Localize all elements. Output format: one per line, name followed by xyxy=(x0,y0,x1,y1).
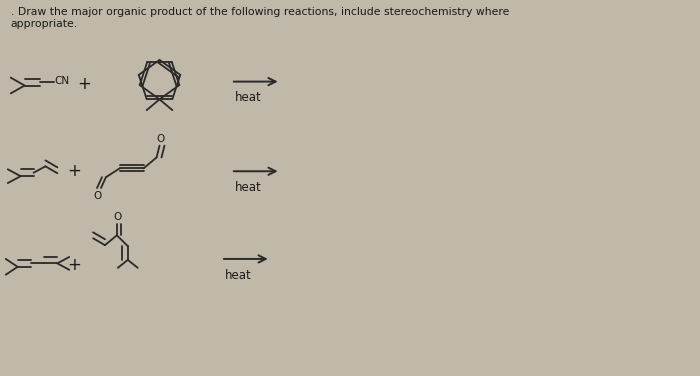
Text: +: + xyxy=(77,74,91,92)
Text: heat: heat xyxy=(234,181,261,194)
Text: heat: heat xyxy=(225,269,251,282)
Text: CN: CN xyxy=(55,76,69,86)
Text: +: + xyxy=(67,256,81,274)
Text: appropriate.: appropriate. xyxy=(10,18,78,29)
Text: O: O xyxy=(93,191,101,201)
Text: . Draw the major organic product of the following reactions, include stereochemi: . Draw the major organic product of the … xyxy=(10,7,509,17)
Text: O: O xyxy=(113,212,122,223)
Text: heat: heat xyxy=(234,91,261,105)
Text: +: + xyxy=(67,162,81,180)
Text: O: O xyxy=(156,133,164,144)
